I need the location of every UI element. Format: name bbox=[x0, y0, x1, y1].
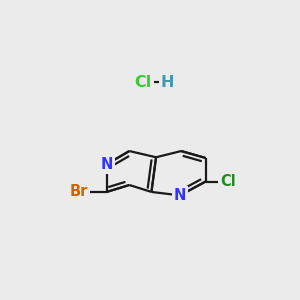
Text: Br: Br bbox=[70, 184, 88, 200]
Text: Cl: Cl bbox=[135, 75, 152, 90]
Text: H: H bbox=[161, 75, 175, 90]
Text: N: N bbox=[174, 188, 186, 203]
Text: N: N bbox=[100, 157, 113, 172]
Text: Cl: Cl bbox=[220, 174, 236, 189]
